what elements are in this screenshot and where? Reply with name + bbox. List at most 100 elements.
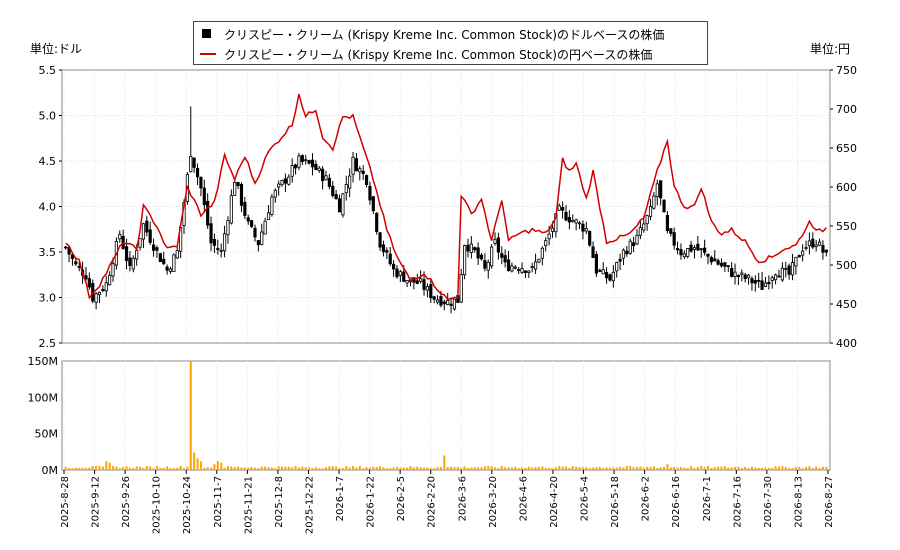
candle-body (469, 243, 473, 253)
volume-bar (642, 467, 645, 470)
volume-panel: 0M 50M 100M 150M 2025-8-28 2025-9-12 2025-9-26… (28, 355, 836, 534)
volume-bar (308, 467, 311, 470)
candle-body (87, 278, 91, 288)
candle-body (669, 228, 673, 234)
candle-body (124, 246, 129, 261)
candle-body (175, 250, 179, 259)
volume-bar (825, 466, 828, 470)
x-tick-label: 2026-7-30 (763, 476, 774, 528)
volume-bar (426, 467, 429, 470)
candle-body (689, 244, 693, 252)
volume-bar (514, 466, 517, 470)
left-tick-label: 3.5 (39, 246, 57, 259)
candle-body (746, 274, 751, 279)
volume-bar (771, 467, 774, 470)
candle-body (283, 178, 288, 184)
volume-bar (493, 467, 497, 470)
volume-bar (206, 467, 209, 470)
volume-bar (155, 466, 158, 470)
candle-body (506, 259, 511, 272)
candle-body (371, 196, 375, 212)
volume-bar (132, 468, 135, 470)
candle-body (74, 261, 78, 265)
volume-bar (500, 465, 503, 470)
volume-bar (700, 466, 703, 470)
candle-body (665, 214, 670, 232)
volume-bar (392, 467, 395, 470)
volume-bar (717, 466, 720, 470)
candle-body (381, 244, 386, 253)
candle-body (621, 249, 626, 259)
candle-body (716, 260, 720, 265)
volume-bar (314, 467, 317, 470)
volume-bar (727, 467, 730, 470)
volume-bar (774, 466, 777, 470)
volume-bar (260, 466, 263, 470)
candle-body (449, 303, 453, 306)
volume-bar (409, 466, 412, 470)
volume-bar (358, 466, 361, 470)
right-tick-label: 700 (836, 103, 857, 116)
left-axis-unit: 単位:ドル (30, 42, 83, 56)
candle-body (601, 269, 605, 275)
candle-body (632, 242, 636, 247)
candle-body (807, 240, 811, 247)
candle-body (686, 248, 690, 257)
candle-body (287, 176, 291, 185)
volume-bar (588, 467, 591, 470)
candle-body (415, 280, 419, 284)
volume-bar (389, 468, 392, 470)
volume-bar (578, 467, 581, 470)
volume-bar (301, 466, 304, 470)
volume-bar (81, 467, 84, 470)
candle-body (615, 262, 619, 272)
candle-body (743, 274, 747, 280)
volume-bar (649, 467, 652, 470)
volume-bar (487, 465, 490, 470)
candle-body (97, 291, 102, 296)
candle-body (368, 185, 372, 201)
candle-body (135, 250, 139, 260)
candle-body (229, 195, 233, 224)
candle-body (310, 159, 315, 168)
volume-bar (791, 467, 794, 470)
volume-bar (439, 467, 442, 470)
volume-bar (284, 466, 287, 470)
volume-bar (395, 467, 399, 470)
volume-bar (88, 467, 91, 470)
volume-bar (240, 467, 243, 470)
candle-body (202, 187, 206, 206)
volume-bar (267, 467, 270, 470)
volume-bar (125, 466, 128, 470)
legend-jpy-label: クリスピー・クリーム (Krispy Kreme Inc. Common Sto… (224, 48, 653, 62)
candle-body (280, 180, 284, 186)
candle-body (165, 266, 169, 271)
candle-body (385, 250, 389, 253)
volume-bar (172, 468, 175, 470)
volume-bar (128, 467, 131, 470)
candle-body (801, 250, 805, 256)
candle-body (327, 177, 331, 187)
volume-bar (639, 466, 642, 470)
candle-body (736, 274, 741, 278)
candle-body (270, 196, 274, 215)
volume-bar (152, 468, 155, 470)
left-tick-label: 4.0 (39, 201, 57, 214)
candle-body (591, 246, 595, 259)
candle-body (537, 258, 541, 263)
candle-body (604, 271, 609, 279)
volume-bar (233, 467, 236, 470)
volume-bar (470, 467, 473, 470)
volume-bar (318, 468, 321, 470)
volume-bar (226, 466, 229, 470)
candle-body (422, 279, 426, 290)
x-tick-label: 2025-12-8 (274, 476, 285, 528)
candle-body (638, 227, 642, 236)
volume-bar (629, 466, 632, 470)
volume-bar (690, 466, 693, 470)
volume-bar (706, 465, 710, 470)
candle-body (378, 232, 382, 248)
volume-bar (730, 467, 733, 470)
candle-body (709, 257, 713, 263)
candle-body (817, 241, 822, 246)
